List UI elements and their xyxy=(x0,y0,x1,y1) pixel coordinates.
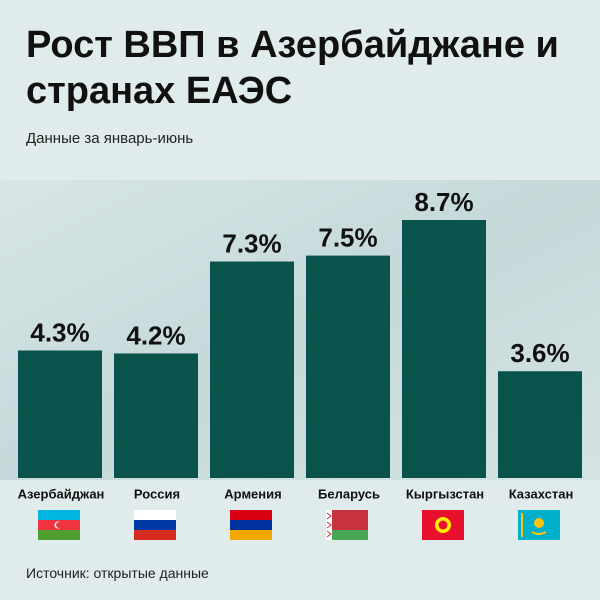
bar xyxy=(306,255,390,478)
flag-russia xyxy=(134,510,176,540)
x-tick-label: Азербайджан xyxy=(18,486,105,501)
value-label: 4.2% xyxy=(126,320,185,350)
value-label: 7.3% xyxy=(222,228,281,258)
flags xyxy=(38,510,560,540)
value-label: 8.7% xyxy=(414,187,473,217)
flag-kyrgyzstan xyxy=(422,510,464,540)
chart-title: Рост ВВП в Азербайджане и странах ЕАЭС xyxy=(26,24,559,112)
x-tick-label: Кыргызстан xyxy=(406,486,484,501)
x-tick-label: Россия xyxy=(134,486,180,501)
x-tick-label: Казахстан xyxy=(509,486,574,501)
x-tick-label: Армения xyxy=(224,486,281,501)
bar xyxy=(210,261,294,478)
flag-belarus xyxy=(326,510,368,540)
bar xyxy=(18,350,102,478)
flag-azerbaijan xyxy=(38,510,80,540)
chart-subtitle: Данные за январь-июнь xyxy=(26,130,194,147)
value-label: 3.6% xyxy=(510,338,569,368)
footer-bg xyxy=(0,480,600,600)
flag-kazakhstan xyxy=(518,510,560,540)
x-tick-label: Беларусь xyxy=(318,486,380,501)
value-label: 4.3% xyxy=(30,317,89,347)
bar xyxy=(402,220,486,478)
value-label: 7.5% xyxy=(318,222,377,252)
bar xyxy=(114,353,198,478)
source-note: Источник: открытые данные xyxy=(26,565,209,581)
bar xyxy=(498,371,582,478)
flag-armenia xyxy=(230,510,272,540)
